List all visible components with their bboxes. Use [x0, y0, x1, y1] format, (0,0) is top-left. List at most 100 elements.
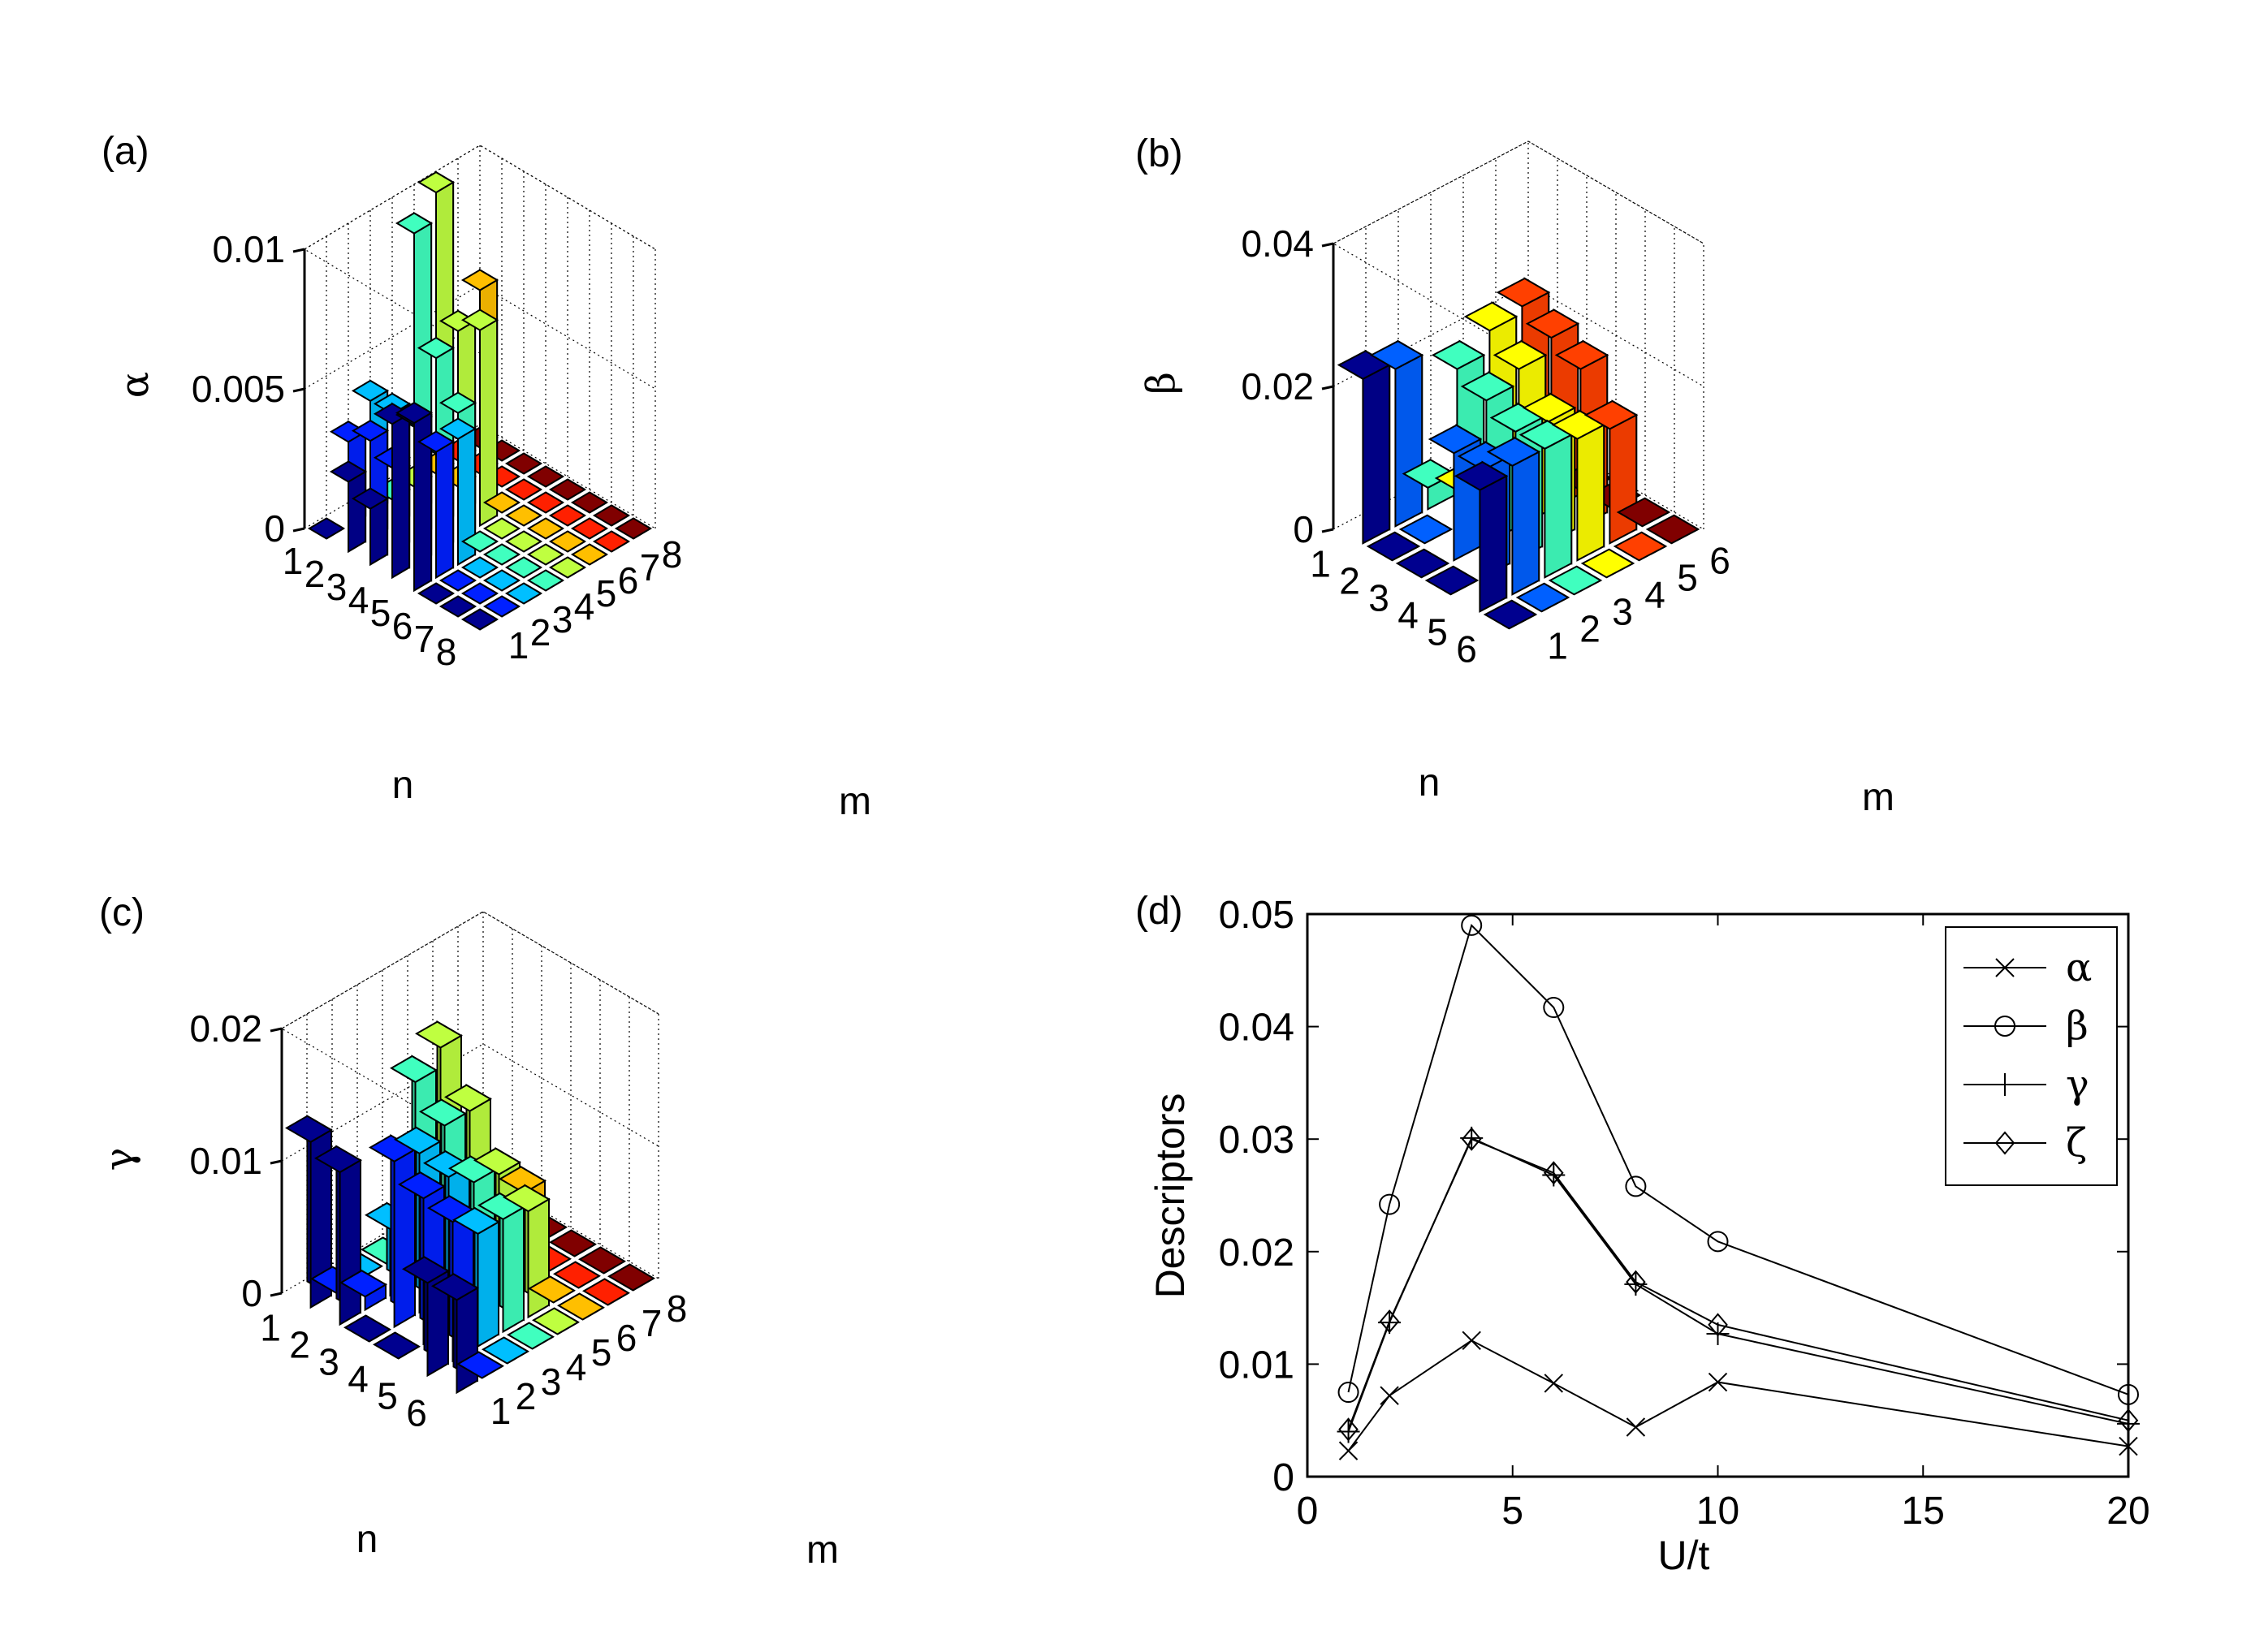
bar-face-front [1609, 413, 1638, 545]
z-tick-label: 0.02 [189, 1007, 262, 1050]
data-point [1461, 1127, 1482, 1151]
legend-entry: β [1963, 1003, 2089, 1049]
bar-face-top [1483, 599, 1538, 630]
bar-face-top [1463, 301, 1518, 332]
data-point [1338, 1441, 1359, 1460]
bar-face-front [1576, 423, 1605, 562]
bar-face-front [339, 1158, 361, 1326]
bar-face-top [329, 460, 368, 483]
bar-n8-m3 [504, 582, 543, 605]
bar-face-top [417, 170, 456, 194]
bar-n4-m1 [1424, 565, 1480, 596]
bar-face-top [503, 1184, 551, 1213]
m-tick-label: 6 [1709, 540, 1730, 582]
m-tick-label: 5 [596, 572, 617, 615]
bar-n7-m4 [504, 556, 543, 579]
z-tick-label: 0.005 [192, 368, 285, 410]
bar-face-top [526, 465, 565, 488]
bar-face-top [592, 530, 631, 553]
bar-n4-m6 [482, 491, 521, 514]
bar-n7-m7 [570, 517, 609, 540]
data-point [1380, 1386, 1399, 1405]
bar-face-front [1479, 474, 1508, 613]
z-axis-label: α [112, 372, 158, 398]
m-tick-label: 1 [490, 1390, 512, 1432]
bar-face-top [1515, 582, 1570, 613]
bar-face-top [1395, 548, 1450, 579]
data-point [1544, 1374, 1564, 1393]
bar-n4-m5 [460, 308, 499, 528]
legend-marker [1995, 958, 2015, 977]
bar-n6-m6 [1645, 514, 1700, 545]
bar-n8-m1 [460, 608, 499, 631]
legend-marker [1994, 1016, 2015, 1037]
x-tick-label: 20 [2106, 1490, 2149, 1533]
n-tick-label: 1 [283, 540, 304, 582]
bar-face-top [1522, 393, 1577, 423]
data-point [1379, 1309, 1400, 1334]
bar-n2-m1 [1366, 531, 1421, 562]
series-2 [1337, 914, 2139, 1405]
bar-face-top [526, 517, 565, 540]
bar-n4-m7 [504, 478, 543, 501]
bar-n1-m1 [1337, 349, 1392, 545]
bar-face-top [460, 582, 499, 605]
bar-n3-m1 [1395, 548, 1450, 579]
bar-face-top [402, 1256, 450, 1284]
bar-n7-m6 [548, 530, 587, 553]
bar-face-top [482, 491, 521, 514]
bar-face-top [419, 1098, 467, 1127]
legend-marker [1994, 1131, 2015, 1155]
data-point [1708, 1372, 1728, 1392]
bar-face-top [570, 517, 609, 540]
bar-face-top [394, 1126, 442, 1155]
bar-n7-m5 [526, 543, 565, 566]
bar-face-top [460, 556, 499, 579]
bar-face-top [482, 543, 521, 566]
m-tick-label: 8 [667, 1288, 688, 1330]
bar-n8-m4 [526, 569, 565, 592]
bar-face-top [373, 1331, 421, 1360]
bar-n5-m3 [1518, 419, 1574, 579]
bar-n6-m5 [1613, 531, 1668, 562]
m-tick-label: 7 [642, 1302, 663, 1344]
bar-n6-m8 [570, 491, 609, 514]
z-tick [1321, 528, 1334, 533]
legend-label: α [2066, 945, 2092, 990]
bar-face-front [393, 1148, 416, 1329]
bar-n4-m1 [373, 1331, 421, 1360]
bar-face-top [526, 543, 565, 566]
n-tick-label: 2 [1339, 560, 1360, 602]
data-point [1543, 997, 1565, 1019]
bar-face-top [438, 595, 477, 618]
bar-face-top [1496, 277, 1551, 308]
bar-n6-m3 [482, 1336, 529, 1365]
m-tick-label: 3 [1612, 591, 1633, 633]
m-axis-label: m [839, 780, 871, 823]
bar-face-top [499, 1166, 546, 1194]
bar-face-top [592, 504, 631, 527]
panel-b-bar3d: 00.020.041 2 3 4 5 6 1 2 3 4 5 6n mβ(b) [1135, 132, 1894, 819]
m-tick-label: 8 [662, 533, 683, 576]
data-point [1337, 1382, 1359, 1404]
bar-n6-m4 [1580, 548, 1635, 579]
data-point [1338, 1417, 1359, 1442]
bar-n8-m5 [548, 556, 587, 579]
bar-face-top [1613, 531, 1668, 562]
z-tick [270, 1027, 283, 1033]
panel-label: (d) [1135, 890, 1183, 933]
m-tick-label: 1 [508, 624, 529, 666]
n-tick-label: 6 [1456, 628, 1477, 671]
m-tick-label: 1 [1547, 625, 1568, 667]
panel-label: (c) [99, 891, 145, 934]
bar-n7-m2 [460, 582, 499, 605]
legend-entry: γ [1963, 1062, 2089, 1107]
bar-face-top [285, 1115, 333, 1143]
n-tick-label: 2 [289, 1324, 310, 1366]
bar-face-front [477, 1220, 499, 1348]
bar-face-top [548, 556, 587, 579]
n-tick-label: 4 [348, 579, 369, 621]
bar-n6-m3 [1548, 565, 1603, 596]
